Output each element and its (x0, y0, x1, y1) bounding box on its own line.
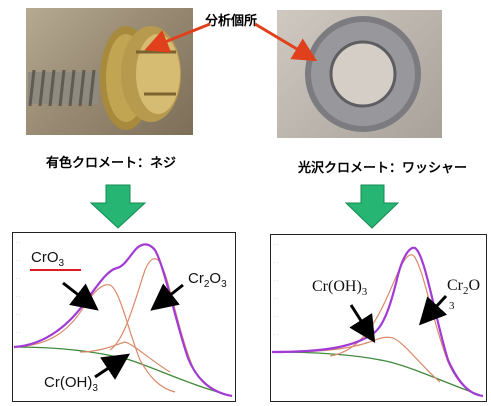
label-cr2o3-left-sub1: 2 (203, 279, 210, 290)
arrow-croh3-right (349, 304, 376, 344)
arrow-cro3 (62, 281, 99, 311)
callout-arrow-left (144, 22, 211, 53)
right-baseline-curve (271, 351, 484, 397)
right-envelope-curve (271, 246, 484, 398)
svg-text:· ·: · · (274, 278, 278, 283)
label-cro3: CrO3 (31, 249, 64, 269)
caption-bright-chromate-washer: 光沢クロメート：ワッシャー (298, 161, 468, 176)
label-croh3-right: Cr(OH)3 (312, 278, 367, 298)
label-cr2o3-left: Cr2O3 (188, 270, 227, 290)
label-cr2o-right-sub3: 3 (449, 300, 455, 312)
analysis-location-label: 分析個所 (205, 14, 258, 29)
right-component-cr2o3 (329, 254, 484, 397)
label-cr2o3-left-sub2: 3 (221, 279, 227, 290)
label-croh3-left-base: Cr(OH) (44, 374, 93, 391)
label-cr2o-right-sub1: 2 (463, 285, 469, 298)
left-component-cro3 (13, 284, 176, 393)
svg-text:· ·: · · (16, 330, 20, 335)
label-cro3-subscript: 3 (58, 258, 65, 269)
svg-text:· ·: · · (16, 294, 20, 299)
label-cr2o3-left-part2: O (209, 270, 222, 287)
screw-photo (26, 8, 193, 135)
caption-colored-chromate-screw: 有色クロメート：ネジ (46, 156, 177, 171)
label-croh3-right-base: Cr(OH) (312, 278, 362, 295)
svg-text:· ·: · · (16, 240, 20, 245)
svg-text:· ·: · · (274, 314, 278, 319)
svg-text:· ·: · · (274, 242, 278, 247)
callout-arrow-right (254, 22, 318, 62)
arrow-croh3-left (94, 353, 130, 380)
label-croh3-right-subscript: 3 (361, 286, 368, 299)
spectrum-panel-right (270, 234, 487, 402)
label-cr2o3-left-part1: Cr (188, 270, 204, 287)
label-cro3-base: CrO (31, 249, 59, 266)
washer-photo (277, 10, 442, 138)
svg-text:· ·: · · (274, 296, 278, 301)
label-cr2o-right: Cr2O (447, 278, 480, 299)
label-cr2o-right-part2: O (468, 277, 481, 294)
arrow-cr2o3-right (418, 294, 448, 326)
svg-text:· ·: · · (16, 258, 20, 263)
left-baseline-curve (13, 346, 233, 397)
down-arrow-left (89, 184, 147, 229)
screw-illustration (28, 26, 181, 130)
svg-text:· ·: · · (274, 332, 278, 337)
down-arrow-right (344, 184, 400, 229)
svg-text:· ·: · · (16, 276, 20, 281)
left-component-croh3 (79, 341, 171, 373)
label-cr2o-right-part1: Cr (447, 277, 463, 294)
label-croh3-left: Cr(OH)3 (44, 374, 98, 394)
svg-text:· ·: · · (16, 312, 20, 317)
washer-illustration (305, 16, 421, 132)
arrow-cr2o3-left (150, 283, 184, 311)
svg-text:· ·: · · (274, 260, 278, 265)
label-croh3-left-subscript: 3 (92, 383, 98, 394)
